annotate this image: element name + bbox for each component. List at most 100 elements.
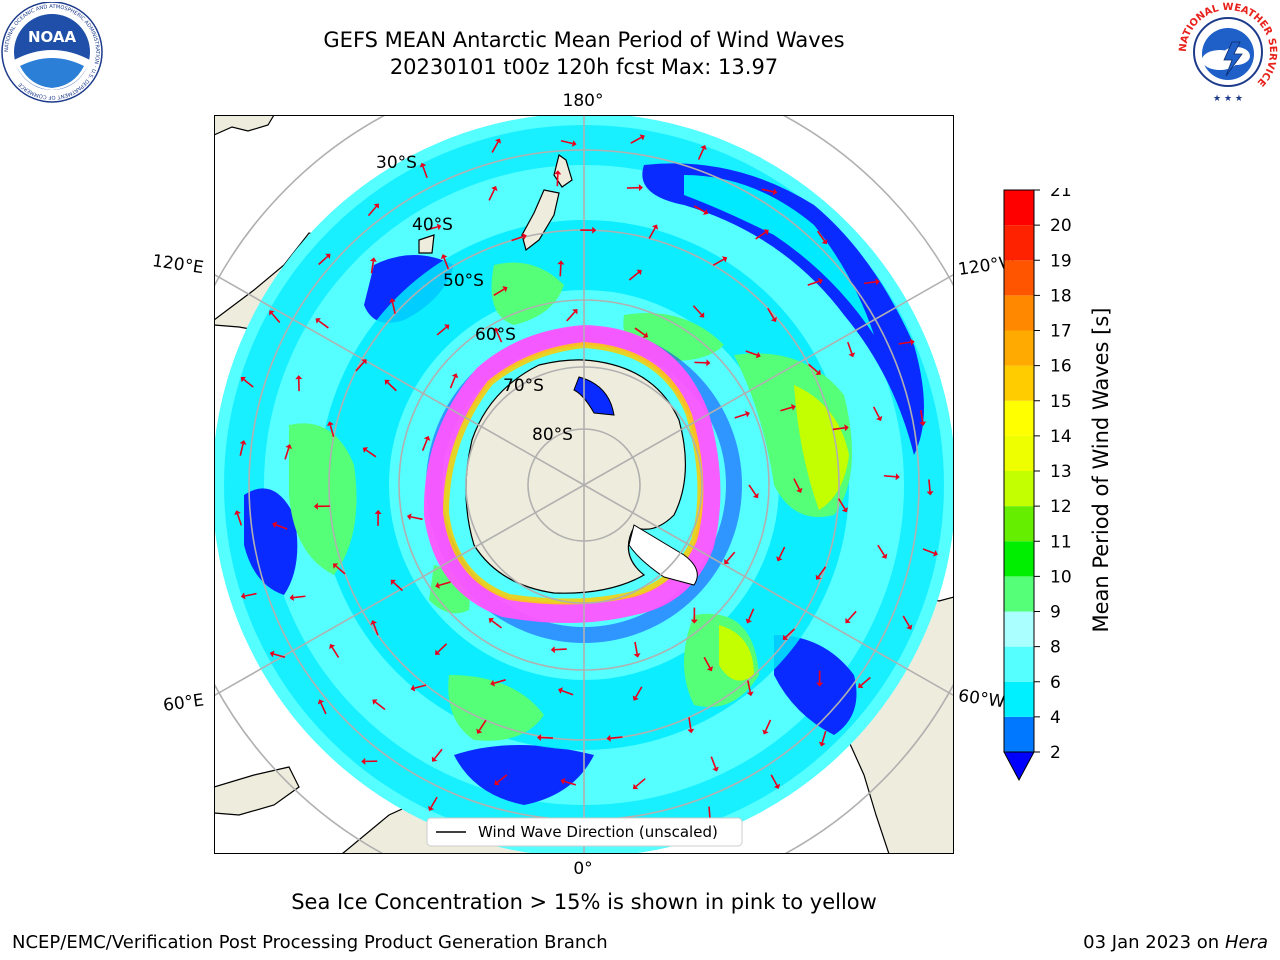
- colorbar-tick-label: 20: [1050, 216, 1072, 236]
- svg-text:★ ★ ★: ★ ★ ★: [1213, 94, 1243, 104]
- wave-arrow: [767, 307, 777, 323]
- wave-arrow: [847, 341, 856, 358]
- lat-label-60s: 60°S: [475, 325, 516, 345]
- wave-arrow: [710, 756, 719, 772]
- wave-arrow: [780, 403, 796, 412]
- wave-arrow: [318, 253, 331, 266]
- wave-arrow: [239, 440, 247, 456]
- chart-title: GEFS MEAN Antarctic Mean Period of Wind …: [323, 28, 845, 52]
- wave-arrow: [815, 566, 827, 580]
- wave-arrow: [816, 230, 828, 245]
- colorbar-tick-label: 10: [1050, 567, 1072, 587]
- wave-arrow: [755, 229, 769, 240]
- lat-label-70s: 70°S: [503, 376, 544, 396]
- colorbar-tick-label: 8: [1050, 638, 1061, 658]
- wave-arrow: [724, 551, 736, 565]
- wave-arrow: [558, 687, 574, 696]
- wave-arrow: [449, 373, 459, 389]
- lat-label-40s: 40°S: [412, 215, 453, 235]
- colorbar-segment: [1004, 646, 1034, 682]
- wave-arrow: [269, 310, 281, 323]
- wave-arrow: [712, 256, 728, 266]
- map-panel: 30°S 40°S 50°S 60°S 70°S 80°S Wind Wave …: [213, 114, 955, 855]
- wave-arrow: [389, 298, 396, 314]
- wave-arrow: [580, 226, 597, 234]
- wave-arrow: [421, 435, 431, 451]
- colorbar-tick-label: 19: [1050, 251, 1072, 271]
- noaa-logo: NOAA NATIONAL OCEANIC AND ATMOSPHERIC AD…: [0, 1, 104, 106]
- wave-arrow: [898, 338, 915, 346]
- wave-arrow: [554, 170, 562, 187]
- colorbar-segment: [1004, 681, 1034, 717]
- wave-arrow: [837, 498, 848, 513]
- colorbar-segment: [1004, 295, 1034, 331]
- wave-arrow: [745, 608, 755, 624]
- wave-arrow: [329, 643, 340, 658]
- colorbar-tick-label: 14: [1050, 427, 1072, 447]
- wave-arrow: [692, 305, 705, 318]
- colorbar-tick-label: 21: [1050, 188, 1072, 201]
- noaa-logo-text: NOAA: [28, 28, 77, 46]
- colorbar-label: Mean Period of Wind Waves [s]: [1089, 308, 1113, 633]
- wave-arrow: [326, 421, 335, 438]
- wave-arrow: [745, 350, 761, 359]
- wave-arrow: [317, 699, 327, 715]
- wave-arrow: [436, 324, 450, 336]
- wave-arrow: [362, 447, 377, 458]
- wave-arrow: [883, 473, 900, 481]
- colorbar-tick-label: 16: [1050, 357, 1072, 377]
- wave-arrow: [776, 546, 786, 562]
- wave-arrow: [476, 719, 487, 734]
- wave-arrow: [315, 318, 329, 329]
- wave-arrow: [494, 774, 508, 786]
- wave-arrow: [687, 717, 695, 734]
- wave-arrow: [746, 680, 754, 697]
- wave-arrow: [425, 223, 442, 231]
- wave-arrow: [511, 233, 527, 242]
- wave-arrow: [808, 363, 821, 375]
- wave-arrow: [633, 641, 641, 658]
- wave-arrow: [782, 628, 796, 640]
- colorbar-segment: [1004, 225, 1034, 261]
- wave-arrow: [626, 184, 643, 192]
- wave-arrow: [493, 327, 503, 343]
- wave-arrow: [490, 679, 506, 687]
- wave-arrow: [630, 134, 645, 144]
- wave-arrow: [734, 410, 750, 419]
- wave-arrow: [818, 730, 827, 747]
- antarctica: [465, 359, 686, 594]
- colorbar-segment: [1004, 576, 1034, 612]
- wave-arrow: [372, 699, 386, 711]
- wave-arrow: [566, 309, 578, 322]
- colorbar-tick-label: 18: [1050, 286, 1072, 306]
- polar-map: 30°S 40°S 50°S 60°S 70°S 80°S Wind Wave …: [213, 114, 955, 855]
- wave-arrow: [560, 777, 577, 786]
- wave-arrow: [872, 406, 883, 422]
- lon-label-120e: 120°E: [151, 251, 205, 278]
- wave-arrow: [367, 203, 379, 217]
- wave-arrow: [863, 278, 880, 286]
- wave-arrow: [858, 676, 871, 688]
- colorbar-segment: [1004, 330, 1034, 366]
- wave-arrow: [690, 607, 698, 624]
- wave-arrow: [762, 719, 772, 735]
- colorbar-tick-label: 15: [1050, 392, 1072, 412]
- wave-arrow: [877, 544, 888, 559]
- colorbar-tick-label: 9: [1050, 603, 1061, 623]
- lon-label-0: 0°: [573, 859, 592, 879]
- colorbar-segment: [1004, 611, 1034, 647]
- graticule: [214, 115, 954, 854]
- wave-arrow: [269, 650, 286, 659]
- wave-arrow: [284, 444, 293, 460]
- wave-arrow: [628, 269, 642, 281]
- colorbar-segment: [1004, 400, 1034, 436]
- wave-arrow: [313, 502, 330, 510]
- wave-arrow: [816, 670, 824, 687]
- colorbar-tick-label: 2: [1050, 743, 1061, 763]
- colorbar-segment: [1004, 716, 1034, 752]
- wave-arrow: [902, 615, 913, 630]
- wave-arrow: [289, 594, 306, 602]
- colorbar-segment: [1004, 435, 1034, 471]
- lon-label-60e: 60°E: [162, 690, 205, 715]
- wave-arrow: [632, 686, 643, 701]
